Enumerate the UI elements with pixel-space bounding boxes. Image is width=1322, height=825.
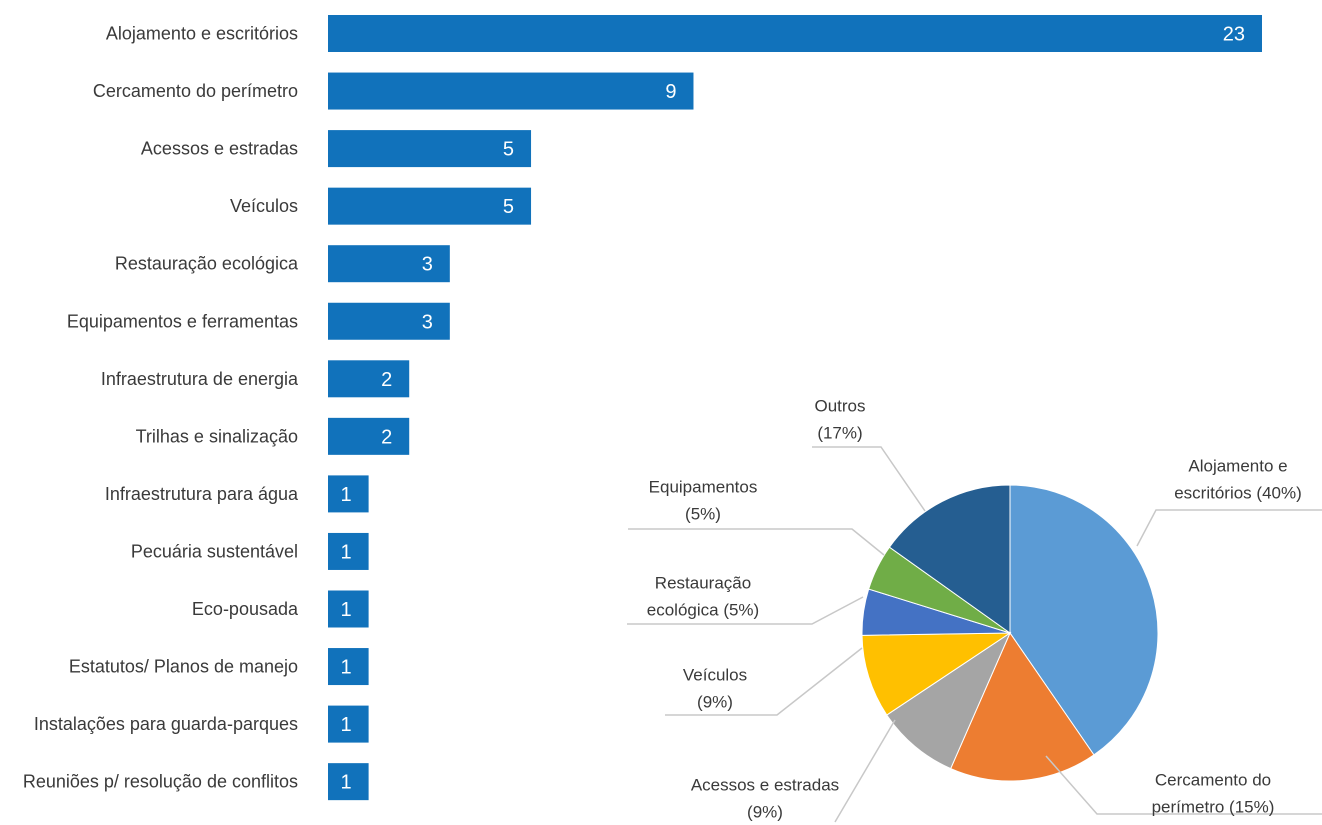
bar-value-infraestrutura-de-energia: 2 [381,369,392,391]
pie-label-restauracao: Restauração [655,574,751,593]
category-label-trilhas-e-sinalizacao: Trilhas e sinalização [136,426,298,446]
bar-veiculos [328,187,532,225]
bar-eco-pousada [328,590,369,628]
category-label-veiculos: Veículos [230,196,298,216]
leader-line-acessos-e-estradas [834,719,896,823]
category-label-infraestrutura-para-agua: Infraestrutura para água [105,484,299,504]
category-label-estatutos-planos-de-manejo: Estatutos/ Planos de manejo [69,657,298,677]
bar-alojamento-e-escritorios [328,15,1262,52]
category-label-infraestrutura-de-energia: Infraestrutura de energia [101,369,299,389]
bar-value-veiculos: 5 [503,196,514,218]
bar-value-equipamentos-e-ferramentas: 3 [422,311,433,333]
pie-label-acessos-e-estradas: (9%) [747,803,783,822]
bar-value-eco-pousada: 1 [340,599,351,621]
leader-line-equipamentos [628,528,885,556]
category-label-equipamentos-e-ferramentas: Equipamentos e ferramentas [67,311,298,331]
bar-reunioes-p-resolucao-de-conflitos [328,763,369,801]
leader-line-veiculos [665,647,863,716]
bar-value-infraestrutura-para-agua: 1 [340,484,351,506]
category-label-alojamento-e-escritorios: Alojamento e escritórios [106,24,298,44]
leader-line-cercamento-do [1045,755,1322,815]
pie-slice-veiculos [861,632,1012,716]
pie-label-acessos-e-estradas: Acessos e estradas [691,776,839,795]
category-label-reunioes-p-resolucao-de-conflitos: Reuniões p/ resolução de conflitos [23,772,298,792]
pie-slice-alojamento-e [1009,484,1159,756]
category-label-eco-pousada: Eco-pousada [192,599,299,619]
pie-label-cercamento-do: Cercamento do [1155,771,1271,790]
pie-label-equipamentos: (5%) [685,505,721,524]
bar-value-restauracao-ecologica: 3 [422,254,433,276]
bar-restauracao-ecologica [328,245,450,283]
pie-label-veiculos: Veículos [683,666,747,685]
category-label-acessos-e-estradas: Acessos e estradas [141,139,298,159]
bar-value-alojamento-e-escritorios: 23 [1223,24,1245,46]
pie-slice-cercamento-do [950,631,1095,782]
bar-trilhas-e-sinalizacao [328,417,410,455]
pie-chart: Alojamento e escritórios (40%) Cercamento … [627,397,1322,823]
bar-estatutos-planos-de-manejo [328,648,369,686]
pie-label-cercamento-do: perímetro (15%) [1152,798,1275,817]
pie-slice-acessos-e-estradas [886,631,1012,770]
pie-label-outros: (17%) [817,424,862,443]
pie-label-alojamento-e: Alojamento e [1188,457,1287,476]
bar-pecuaria-sustentavel [328,532,369,570]
bar-infraestrutura-de-energia [328,360,410,398]
bar-cercamento-do-perimetro [328,72,694,110]
leader-line-restauracao [627,596,864,625]
pie-label-restauracao: ecológica (5%) [647,601,759,620]
bar-acessos-e-estradas [328,130,532,168]
bar-value-estatutos-planos-de-manejo: 1 [340,657,351,679]
bar-infraestrutura-para-agua [328,475,369,513]
bar-equipamentos-e-ferramentas [328,302,450,340]
pie-label-veiculos: (9%) [697,693,733,712]
bar-instalacoes-para-guarda-parques [328,705,369,743]
category-label-restauracao-ecologica: Restauração ecológica [115,254,299,274]
bar-value-reunioes-p-resolucao-de-conflitos: 1 [340,772,351,794]
leader-line-alojamento-e [1136,509,1322,547]
category-label-cercamento-do-perimetro: Cercamento do perímetro [93,81,298,101]
pie-label-equipamentos: Equipamentos [649,478,758,497]
pie-slice-outros [888,484,1011,634]
bar-value-pecuaria-sustentavel: 1 [340,541,351,563]
category-label-pecuaria-sustentavel: Pecuária sustentável [131,541,298,561]
pie-label-alojamento-e: escritórios (40%) [1174,484,1302,503]
bar-value-cercamento-do-perimetro: 9 [665,81,676,103]
category-label-instalacoes-para-guarda-parques: Instalações para guarda-parques [34,714,298,734]
bar-value-instalacoes-para-guarda-parques: 1 [340,714,351,736]
bar-value-trilhas-e-sinalizacao: 2 [381,426,392,448]
bar-value-acessos-e-estradas: 5 [503,139,514,161]
pie-label-outros: Outros [814,397,865,416]
leader-line-outros [812,446,926,512]
